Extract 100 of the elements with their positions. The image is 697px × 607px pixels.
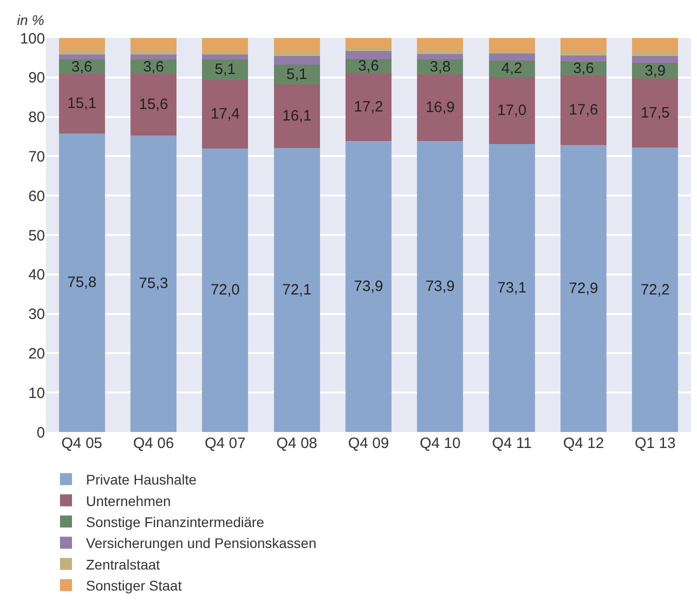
bar (202, 60, 248, 80)
data-label: 17,2 (354, 98, 384, 116)
data-label: 3,6 (358, 57, 379, 74)
bar (274, 38, 320, 52)
x-tick-label: Q4 05 (61, 435, 102, 452)
bar (632, 52, 678, 56)
y-axis-title: in % (17, 12, 44, 28)
data-label: 15,1 (67, 95, 96, 112)
data-label: 75,8 (67, 274, 96, 292)
bar (202, 52, 248, 55)
y-tick-label: 100 (20, 30, 45, 48)
x-tick-label: Q1 13 (634, 435, 676, 452)
legend-label: Versicherungen und Pensionskassen (86, 535, 316, 552)
data-label: 16,9 (426, 99, 455, 116)
bar (274, 84, 320, 148)
bar (346, 51, 392, 59)
data-label: 5,1 (214, 61, 236, 78)
data-label: 75,3 (138, 275, 168, 292)
legend-label: Sonstige Finanzintermediäre (86, 514, 264, 530)
data-label: 15,6 (138, 96, 168, 114)
legend-label: Unternehmen (86, 492, 171, 509)
bar (202, 38, 248, 52)
data-label: 73,1 (497, 279, 526, 296)
bar (274, 148, 320, 432)
bar (58, 54, 105, 60)
y-tick-label: 70 (28, 148, 45, 166)
data-label: 3,6 (143, 58, 164, 76)
bar (632, 38, 678, 52)
bar (632, 56, 678, 64)
x-tick-label: Q4 11 (492, 435, 532, 452)
x-tick-label: Q4 06 (133, 435, 174, 452)
x-tick-label: Q4 09 (348, 435, 389, 452)
bar (560, 38, 606, 52)
data-label: 17,6 (568, 102, 598, 119)
legend-label: Sonstiger Staat (86, 578, 182, 594)
y-tick-label: 40 (28, 266, 45, 284)
bar (417, 54, 464, 60)
data-label: 17,4 (210, 106, 240, 123)
bar (488, 53, 535, 60)
y-tick-label: 90 (28, 70, 45, 87)
y-tick-label: 30 (28, 306, 45, 324)
data-label: 3,8 (430, 58, 451, 76)
data-label: 16,1 (282, 108, 312, 125)
bar (560, 75, 606, 145)
bar (346, 73, 392, 141)
bar (632, 78, 678, 148)
bar (346, 140, 392, 432)
bar (202, 54, 248, 60)
bar (130, 135, 176, 432)
data-label: 5,1 (286, 66, 308, 83)
y-tick-label: 80 (28, 109, 45, 126)
bar (58, 133, 105, 432)
y-tick-label: 60 (28, 188, 45, 205)
y-tick-label: 10 (28, 384, 45, 402)
bar (202, 80, 248, 148)
data-label: 73,9 (426, 278, 455, 295)
bar (274, 56, 320, 64)
data-label: 3,6 (71, 58, 92, 76)
bar (130, 74, 176, 136)
bar (58, 74, 105, 134)
data-label: 72,2 (640, 281, 670, 298)
bar (632, 148, 678, 432)
bar (417, 74, 464, 141)
bar (488, 38, 535, 51)
legend-label: Private Haushalte (86, 472, 197, 488)
data-label: 4,2 (501, 60, 522, 78)
bar (560, 52, 606, 56)
bar (417, 50, 464, 54)
bar (417, 140, 464, 432)
bar (488, 144, 535, 432)
x-tick-label: Q4 07 (204, 435, 246, 452)
bar (274, 51, 320, 56)
bar (560, 144, 606, 432)
data-label: 17,5 (640, 104, 670, 122)
y-tick-label: 20 (28, 345, 45, 362)
data-label: 72,1 (282, 281, 312, 298)
bar (130, 54, 176, 60)
data-label: 72,0 (210, 282, 240, 299)
bar (417, 38, 464, 50)
data-label: 73,9 (354, 278, 384, 295)
bar (488, 77, 535, 144)
data-label: 72,9 (568, 280, 598, 297)
bar (130, 38, 176, 50)
x-tick-label: Q4 08 (276, 435, 318, 452)
bar (346, 48, 392, 51)
bar (58, 50, 105, 55)
data-label: 3,6 (573, 60, 594, 77)
bar (274, 64, 320, 84)
data-label: 3,9 (644, 62, 666, 80)
bar (560, 55, 606, 62)
bar (202, 148, 248, 432)
y-tick-label: 50 (28, 227, 45, 244)
x-tick-label: Q4 10 (420, 435, 461, 452)
x-tick-label: Q4 12 (563, 435, 604, 452)
bar (130, 50, 176, 55)
legend-label: Zentralstaat (86, 556, 160, 572)
bar (58, 38, 105, 50)
bar (346, 38, 392, 48)
y-tick-label: 0 (36, 424, 45, 442)
data-label: 17,0 (497, 102, 526, 119)
